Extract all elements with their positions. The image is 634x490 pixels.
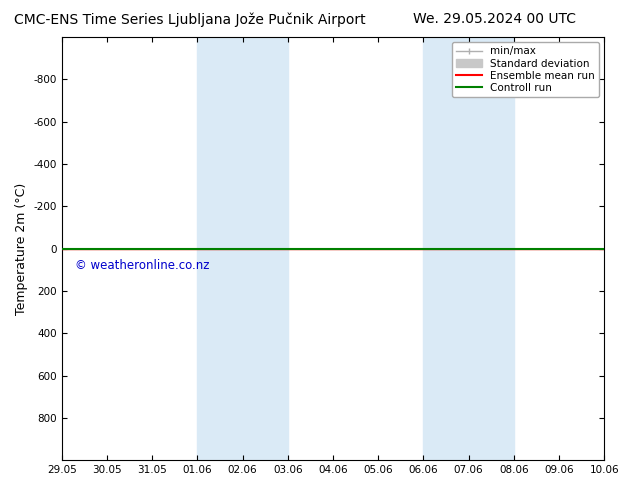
Bar [424,37,514,460]
Text: CMC-ENS Time Series Ljubljana Jože Pučnik Airport: CMC-ENS Time Series Ljubljana Jože Pučni… [15,12,366,27]
Y-axis label: Temperature 2m (°C): Temperature 2m (°C) [15,182,28,315]
Bar [197,37,288,460]
Text: © weatheronline.co.nz: © weatheronline.co.nz [75,259,210,272]
Text: We. 29.05.2024 00 UTC: We. 29.05.2024 00 UTC [413,12,576,26]
Legend: min/max, Standard deviation, Ensemble mean run, Controll run: min/max, Standard deviation, Ensemble me… [451,42,599,97]
